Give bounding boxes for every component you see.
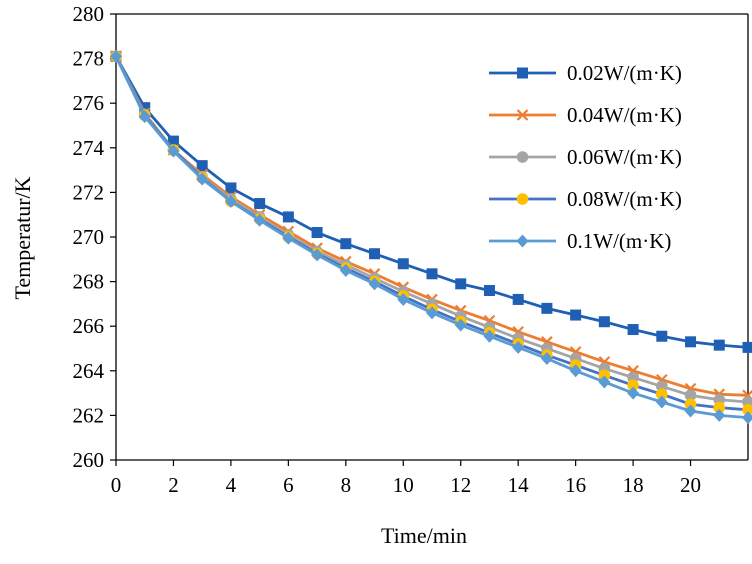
data-point (369, 248, 381, 260)
legend-marker (516, 151, 529, 163)
data-point (713, 339, 725, 351)
legend-marker (516, 234, 529, 248)
data-point (685, 336, 697, 348)
y-tick-label: 276 (73, 91, 105, 115)
data-point (254, 198, 266, 210)
series-5 (110, 49, 752, 425)
x-tick-label: 8 (341, 473, 352, 497)
legend-marker (516, 109, 529, 121)
x-tick-label: 2 (168, 473, 179, 497)
legend-label: 0.08W/(m·K) (567, 187, 682, 211)
data-point (541, 302, 553, 314)
data-point (368, 277, 381, 291)
data-point (340, 238, 352, 250)
data-point (311, 248, 324, 262)
x-tick-label: 4 (226, 473, 237, 497)
legend-label: 0.04W/(m·K) (567, 103, 682, 127)
y-axis-title: Temperatur/K (10, 176, 35, 299)
x-tick-label: 16 (565, 473, 586, 497)
data-point (397, 292, 410, 306)
legend-item: 0.1W/(m·K) (489, 229, 671, 253)
y-tick-label: 274 (73, 136, 105, 160)
x-tick-label: 10 (393, 473, 414, 497)
data-point (656, 330, 668, 342)
data-point (167, 144, 180, 158)
y-tick-label: 260 (73, 448, 105, 472)
data-point (426, 306, 438, 320)
data-point (225, 182, 237, 194)
data-point (540, 352, 553, 366)
legend-marker (517, 67, 528, 79)
x-tick-label: 6 (283, 473, 294, 497)
x-tick-label: 20 (680, 473, 701, 497)
x-tick-label: 14 (508, 473, 530, 497)
legend-item: 0.06W/(m·K) (489, 145, 682, 169)
legend-item: 0.02W/(m·K) (489, 61, 682, 85)
data-point (483, 285, 495, 297)
data-point (253, 213, 266, 227)
legend-label: 0.02W/(m·K) (567, 61, 682, 85)
data-point (627, 324, 639, 336)
series-1 (110, 50, 752, 353)
data-point (684, 389, 697, 402)
legend-marker (516, 193, 529, 205)
data-point (598, 375, 611, 389)
data-point (742, 341, 752, 353)
legend: 0.02W/(m·K) 0.04W/(m·K) 0.06W/(m·K) 0.08W/(… (489, 61, 682, 253)
data-point (627, 386, 640, 400)
data-point (110, 49, 122, 63)
data-point (196, 160, 208, 172)
y-tick-label: 278 (73, 47, 105, 71)
data-point (282, 231, 295, 245)
data-point (454, 318, 467, 332)
data-point (196, 172, 209, 186)
y-tick-label: 280 (73, 2, 105, 26)
data-point (684, 398, 697, 411)
data-point (598, 316, 610, 328)
data-point (512, 340, 525, 354)
data-point (426, 268, 438, 280)
data-point (569, 364, 582, 378)
legend-label: 0.06W/(m·K) (567, 145, 682, 169)
data-point (512, 293, 524, 305)
y-tick-label: 272 (73, 180, 105, 204)
data-point (713, 408, 726, 422)
y-tick-label: 264 (73, 359, 105, 383)
x-tick-label: 0 (111, 473, 122, 497)
data-point (598, 369, 611, 382)
data-point (138, 110, 151, 124)
y-tick-label: 266 (73, 314, 105, 338)
x-tick-label: 18 (623, 473, 644, 497)
data-point (713, 401, 726, 414)
data-point (224, 194, 237, 208)
y-tick-label: 270 (73, 225, 105, 249)
legend-item: 0.04W/(m·K) (489, 103, 682, 127)
data-point (627, 379, 639, 392)
data-point (684, 404, 697, 418)
legend-label: 0.1W/(m·K) (567, 229, 671, 253)
data-point (167, 135, 179, 147)
data-point (483, 329, 496, 343)
data-point (139, 102, 151, 114)
data-point (655, 395, 668, 409)
series-layer (110, 49, 752, 425)
data-point (570, 309, 582, 321)
x-tick-label: 12 (450, 473, 471, 497)
data-point (311, 227, 323, 239)
data-point (397, 258, 409, 270)
y-tick-label: 268 (73, 270, 105, 294)
y-tick-label: 262 (73, 403, 105, 427)
data-point (742, 404, 752, 416)
data-point (455, 278, 467, 290)
x-axis-title: Time/min (381, 523, 467, 548)
data-point (339, 263, 352, 277)
axes: 260 262 264 266 268 270 272 274 276 278 280 0 2 4 6 8 10… (73, 2, 749, 497)
data-point (282, 211, 294, 223)
data-point (742, 411, 752, 425)
data-point (656, 388, 668, 401)
legend-item: 0.08W/(m·K) (489, 187, 682, 211)
